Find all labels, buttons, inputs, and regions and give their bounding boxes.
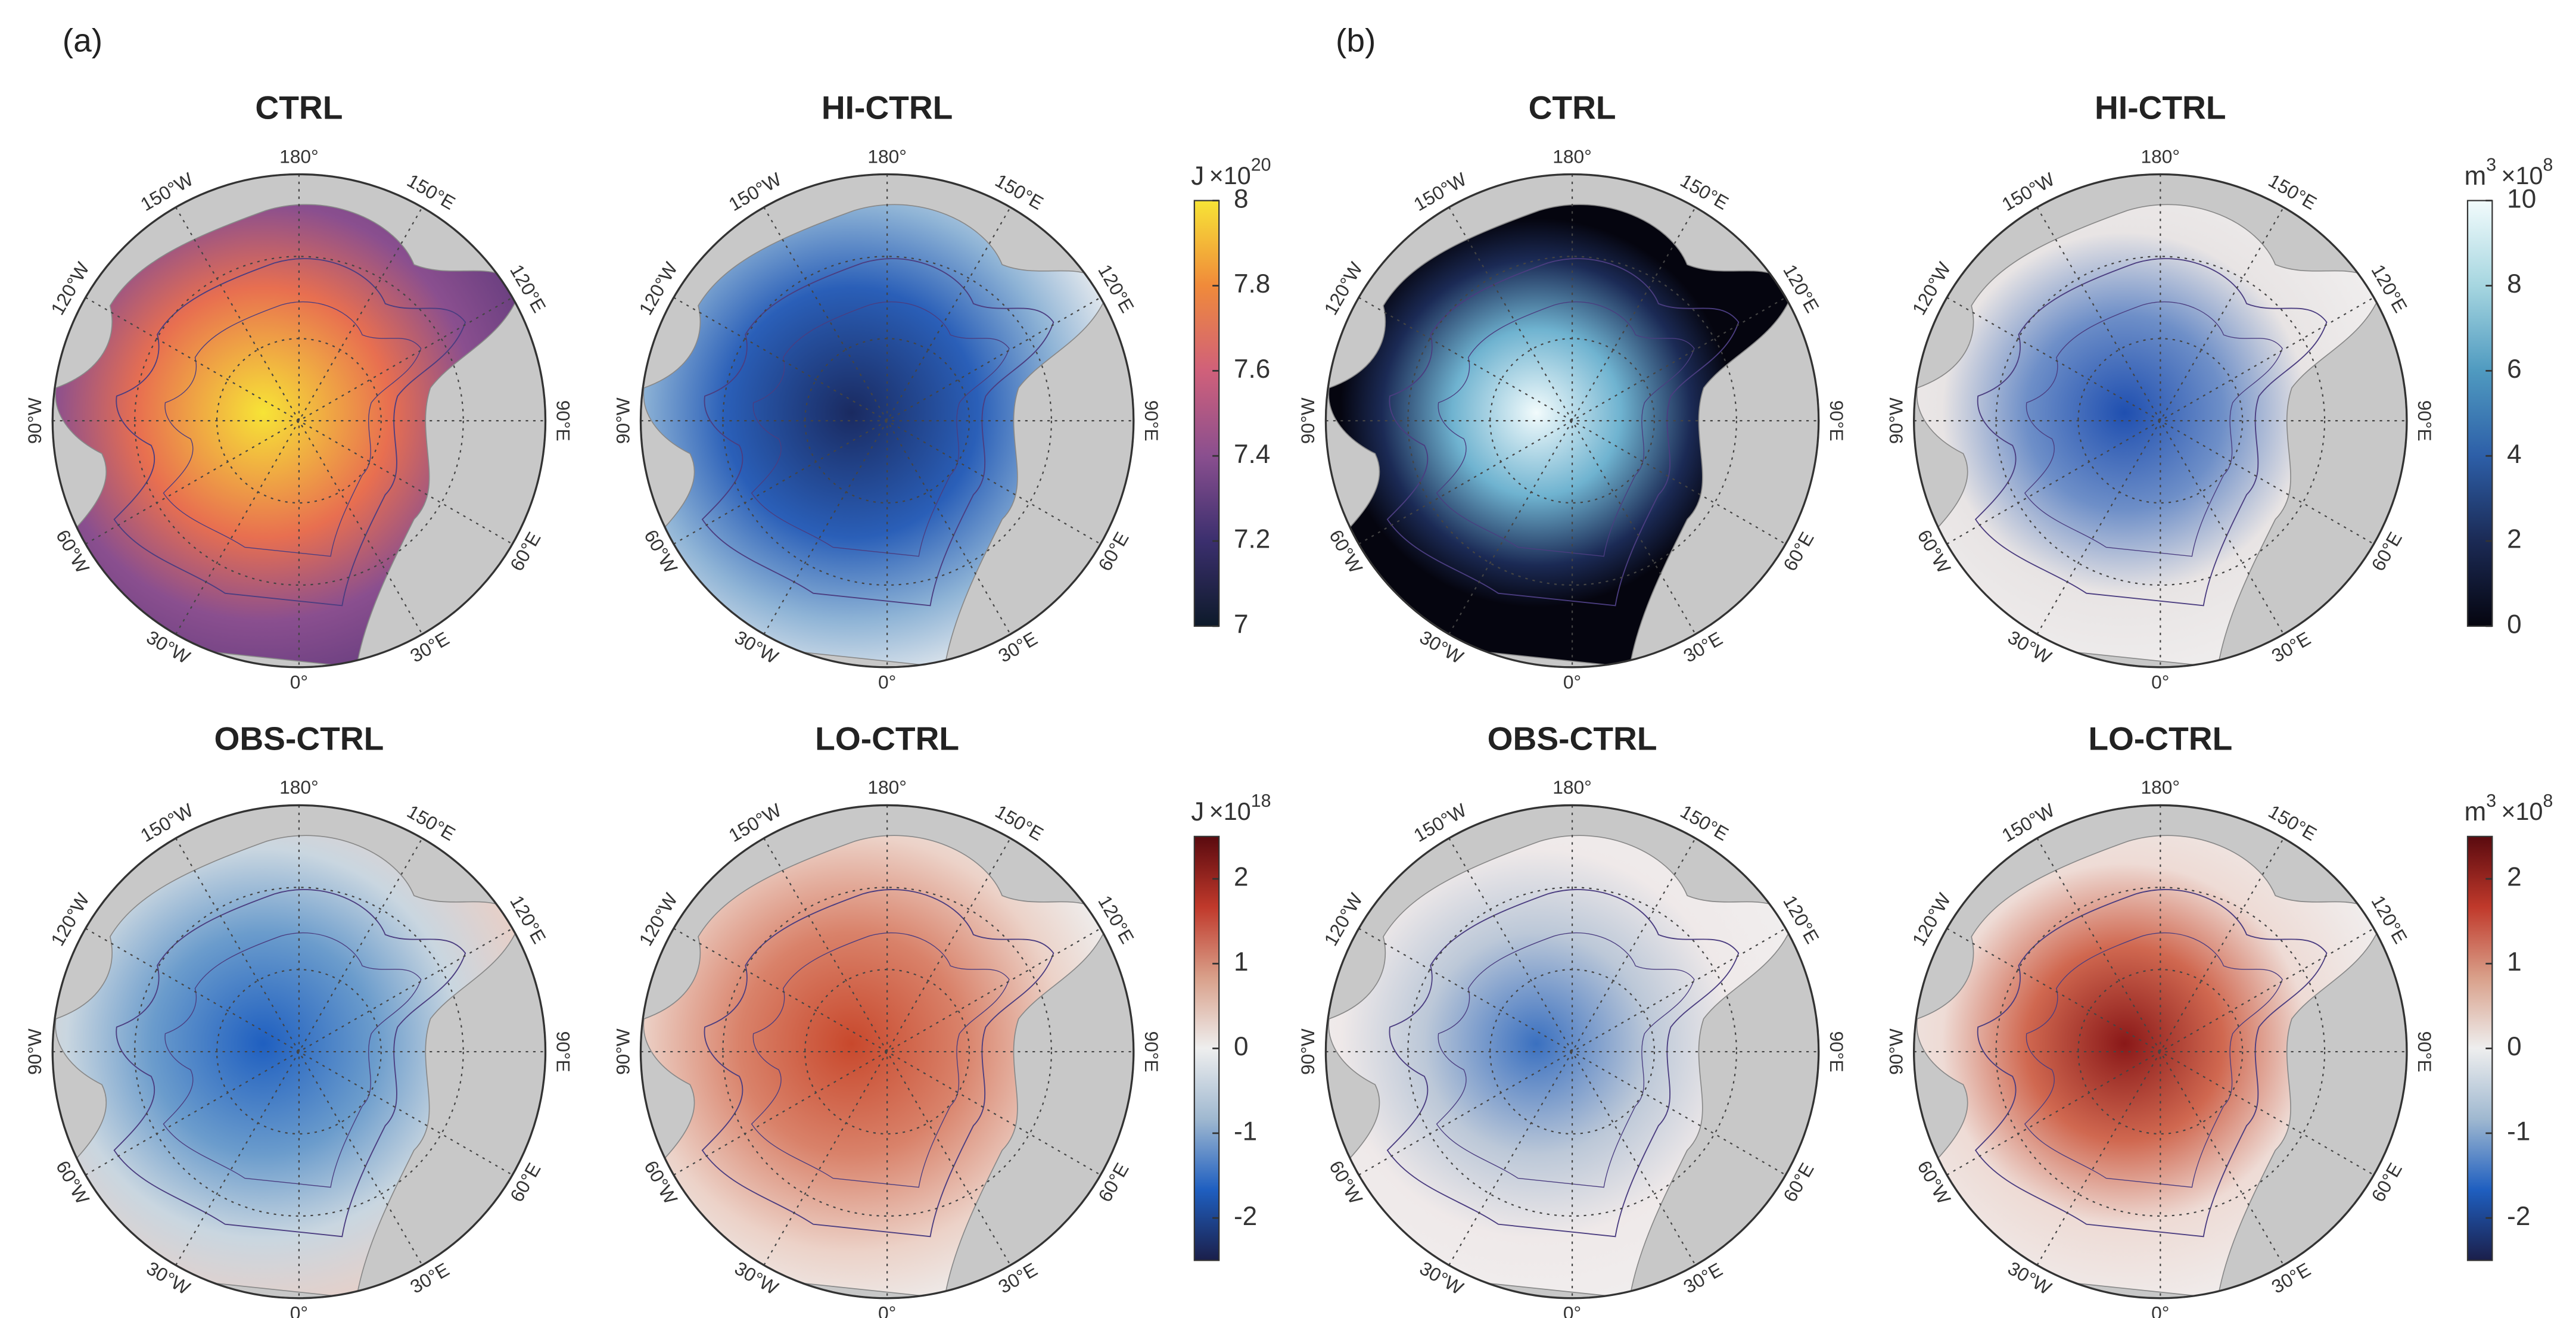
colorbar-tick-label: -1 [2507,1117,2530,1146]
map-title: LO-CTRL [2088,720,2232,757]
polar-map: 0°30°E60°E90°E120°E150°E180°150°W120°W90… [612,776,1162,1318]
colorbar-tick-label: 2 [1234,863,1249,892]
longitude-label: 0° [1563,1303,1581,1318]
longitude-label: 180° [279,776,319,798]
colorbar [1194,201,1219,626]
colorbar-tick-label: 1 [2507,947,2522,977]
colorbar-unit: m3 ×108 [2464,156,2553,191]
longitude-label: 90°E [2414,400,2435,442]
colorbar-tick-label: 1 [1234,947,1249,977]
unit: m [2464,161,2486,191]
longitude-label: 90°E [553,1031,574,1073]
colorbar-tick-label: 0 [2507,610,2522,639]
longitude-label: 90°W [1297,397,1318,444]
panel-label: (b) [1336,21,1376,58]
map-title: LO-CTRL [815,720,959,757]
polar-map: 0°30°E60°E90°E120°E150°E180°150°W120°W90… [1885,776,2435,1318]
polar-map: 0°30°E60°E90°E120°E150°E180°150°W120°W90… [24,776,574,1318]
longitude-label: 180° [867,776,907,798]
colorbar-tick-label: 2 [2507,525,2522,554]
colorbar-tick-label: 6 [2507,355,2522,384]
longitude-label: 90°E [553,400,574,442]
colorbar-tick-label: 2 [2507,863,2522,892]
map-title: OBS-CTRL [214,720,384,757]
longitude-label: 0° [1563,672,1581,693]
longitude-label: 90°W [24,397,45,444]
colorbar-tick-label: 7 [1234,610,1249,639]
panel-label: (a) [63,21,102,58]
longitude-label: 90°W [612,397,633,444]
unit-power: 3 [2486,156,2496,175]
longitude-label: 180° [1553,145,1592,167]
longitude-label: 0° [2151,1303,2169,1318]
longitude-label: 0° [290,672,308,693]
map-title: HI-CTRL [822,89,953,126]
colorbar-tick-label: 8 [2507,269,2522,299]
colorbar-tick-label: 7.2 [1234,525,1270,554]
multiplier: ×10 [1209,162,1251,189]
longitude-label: 90°E [1826,1031,1847,1073]
multiplier: ×10 [1209,798,1251,825]
multiplier: ×10 [2501,162,2543,189]
longitude-label: 90°W [1885,1028,1906,1075]
longitude-label: 90°W [1885,397,1906,444]
colorbar-unit: m3×108 [2464,791,2553,826]
colorbar-tick-label: 0 [1234,1032,1249,1061]
colorbar [2468,201,2492,626]
map-title: CTRL [255,89,343,126]
unit: J [1191,797,1204,826]
longitude-label: 90°E [1141,1031,1162,1073]
exponent: 8 [2543,791,2553,811]
longitude-label: 180° [279,145,319,167]
longitude-label: 90°E [2414,1031,2435,1073]
longitude-label: 90°W [24,1028,45,1075]
longitude-label: 0° [290,1303,308,1318]
longitude-label: 90°W [1297,1028,1318,1075]
polar-map: 0°30°E60°E90°E120°E150°E180°150°W120°W90… [612,145,1162,692]
colorbar-tick-label: 4 [2507,440,2522,469]
colorbar-tick-label: 0 [2507,1032,2522,1061]
polar-map: 0°30°E60°E90°E120°E150°E180°150°W120°W90… [24,145,574,692]
longitude-label: 0° [2151,672,2169,693]
longitude-label: 0° [878,672,896,693]
colorbar-tick-label: 7.4 [1234,440,1270,469]
unit-power: 3 [2486,791,2496,811]
colorbar-tick-label: 7.6 [1234,355,1270,384]
exponent: 18 [1251,791,1271,811]
colorbar-unit: J×1020 [1191,156,1271,191]
exponent: 8 [2543,156,2553,175]
unit: m [2464,797,2486,826]
unit: J [1191,161,1204,191]
polar-map: 0°30°E60°E90°E120°E150°E180°150°W120°W90… [1297,776,1847,1318]
multiplier: ×10 [2501,798,2543,825]
exponent: 20 [1251,156,1271,175]
colorbar-unit: J×1018 [1191,791,1271,826]
map-title: OBS-CTRL [1488,720,1657,757]
longitude-label: 90°E [1141,400,1162,442]
longitude-label: 180° [1553,776,1592,798]
longitude-label: 90°W [612,1028,633,1075]
colorbar-tick-label: -2 [2507,1202,2530,1231]
longitude-label: 180° [867,145,907,167]
longitude-label: 90°E [1826,400,1847,442]
map-title: CTRL [1529,89,1616,126]
colorbar-tick-label: -1 [1234,1117,1257,1146]
map-title: HI-CTRL [2095,89,2226,126]
longitude-label: 0° [878,1303,896,1318]
polar-map: 0°30°E60°E90°E120°E150°E180°150°W120°W90… [1885,145,2435,692]
longitude-label: 180° [2141,145,2180,167]
colorbar-tick-label: 7.8 [1234,269,1270,299]
longitude-label: 180° [2141,776,2180,798]
figure: (a) 0°30°E60°E90°E120°E150°E180°150°W120°… [0,0,2576,1318]
polar-map: 0°30°E60°E90°E120°E150°E180°150°W120°W90… [1297,145,1847,692]
colorbar-tick-label: -2 [1234,1202,1257,1231]
